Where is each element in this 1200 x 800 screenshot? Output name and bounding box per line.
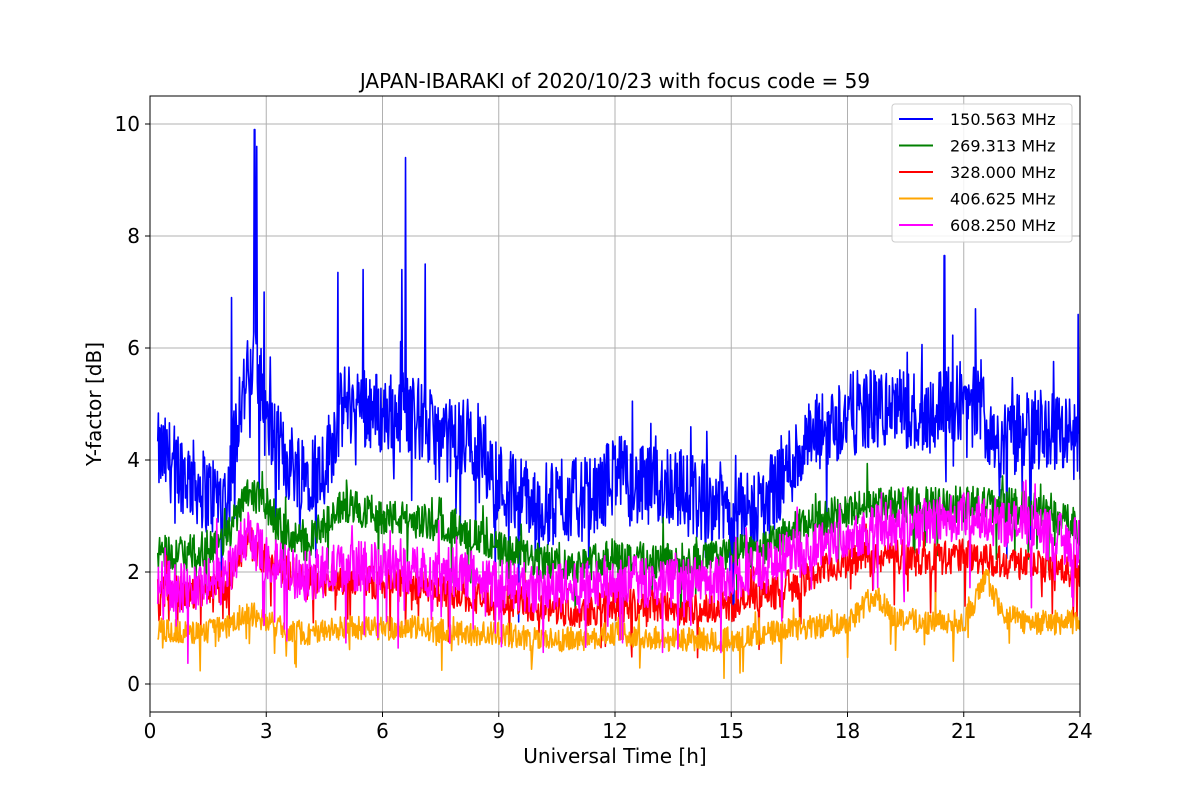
legend-label-4: 406.625 MHz bbox=[950, 190, 1055, 209]
legend-frame bbox=[891, 103, 1073, 243]
y-tick-label: 4 bbox=[127, 448, 140, 472]
y-tick-label: 6 bbox=[127, 336, 140, 360]
x-tick-label: 24 bbox=[1067, 719, 1092, 743]
x-tick-label: 21 bbox=[951, 719, 976, 743]
legend-label-3: 328.000 MHz bbox=[950, 163, 1055, 182]
x-tick-label: 18 bbox=[835, 719, 860, 743]
y-tick-label: 8 bbox=[127, 224, 140, 248]
legend: 150.563 MHz 269.313 MHz 328.000 MHz 406.625… bbox=[891, 103, 1073, 243]
plot-area bbox=[156, 128, 1080, 679]
x-tick-label: 15 bbox=[719, 719, 744, 743]
x-tick-label: 3 bbox=[260, 719, 273, 743]
series-line-5 bbox=[156, 479, 1080, 665]
x-axis: 0 3 6 9 12 15 18 21 24 bbox=[144, 712, 1093, 743]
series-line-1 bbox=[156, 128, 1080, 623]
x-tick-label: 12 bbox=[602, 719, 627, 743]
y-tick-label: 2 bbox=[127, 560, 140, 584]
y-tick-label: 10 bbox=[115, 112, 140, 136]
chart-title: JAPAN-IBARAKI of 2020/10/23 with focus c… bbox=[358, 69, 870, 93]
x-tick-label: 6 bbox=[376, 719, 389, 743]
x-tick-label: 9 bbox=[492, 719, 505, 743]
legend-label-2: 269.313 MHz bbox=[950, 137, 1055, 156]
y-tick-label: 0 bbox=[127, 672, 140, 696]
y-axis-label: Y-factor [dB] bbox=[82, 342, 106, 467]
y-axis: 0 2 4 6 8 10 bbox=[115, 112, 150, 696]
series-line-4 bbox=[157, 568, 1080, 679]
legend-label-1: 150.563 MHz bbox=[950, 110, 1055, 129]
legend-label-5: 608.250 MHz bbox=[950, 216, 1055, 235]
x-tick-label: 0 bbox=[144, 719, 157, 743]
x-axis-label: Universal Time [h] bbox=[523, 744, 706, 768]
